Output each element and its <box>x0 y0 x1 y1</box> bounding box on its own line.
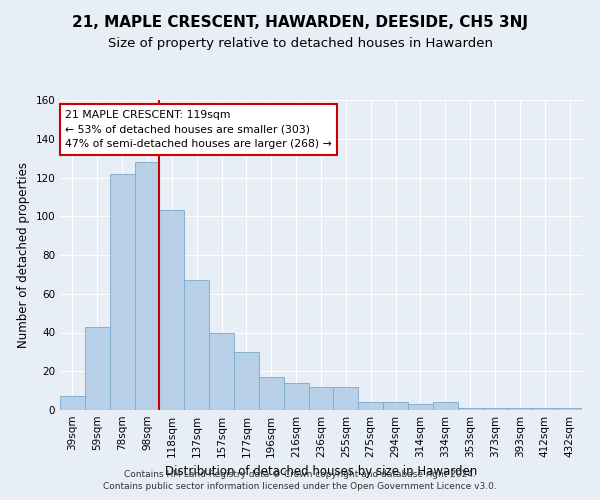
Bar <box>60 396 85 410</box>
Bar <box>234 352 259 410</box>
X-axis label: Distribution of detached houses by size in Hawarden: Distribution of detached houses by size … <box>165 466 477 478</box>
Bar <box>110 174 134 410</box>
Text: Contains HM Land Registry data © Crown copyright and database right 2024.: Contains HM Land Registry data © Crown c… <box>124 470 476 479</box>
Y-axis label: Number of detached properties: Number of detached properties <box>17 162 30 348</box>
Bar <box>259 377 284 410</box>
Bar <box>508 408 532 410</box>
Bar <box>433 402 458 410</box>
Bar <box>134 162 160 410</box>
Bar <box>383 402 408 410</box>
Text: Contains public sector information licensed under the Open Government Licence v3: Contains public sector information licen… <box>103 482 497 491</box>
Bar <box>334 387 358 410</box>
Text: 21 MAPLE CRESCENT: 119sqm
← 53% of detached houses are smaller (303)
47% of semi: 21 MAPLE CRESCENT: 119sqm ← 53% of detac… <box>65 110 332 150</box>
Bar <box>308 387 334 410</box>
Bar <box>358 402 383 410</box>
Bar <box>482 408 508 410</box>
Bar <box>184 280 209 410</box>
Bar <box>408 404 433 410</box>
Bar <box>209 332 234 410</box>
Bar <box>557 408 582 410</box>
Bar <box>85 326 110 410</box>
Bar <box>284 383 308 410</box>
Bar <box>458 408 482 410</box>
Text: Size of property relative to detached houses in Hawarden: Size of property relative to detached ho… <box>107 38 493 51</box>
Bar <box>160 210 184 410</box>
Bar <box>532 408 557 410</box>
Text: 21, MAPLE CRESCENT, HAWARDEN, DEESIDE, CH5 3NJ: 21, MAPLE CRESCENT, HAWARDEN, DEESIDE, C… <box>72 15 528 30</box>
